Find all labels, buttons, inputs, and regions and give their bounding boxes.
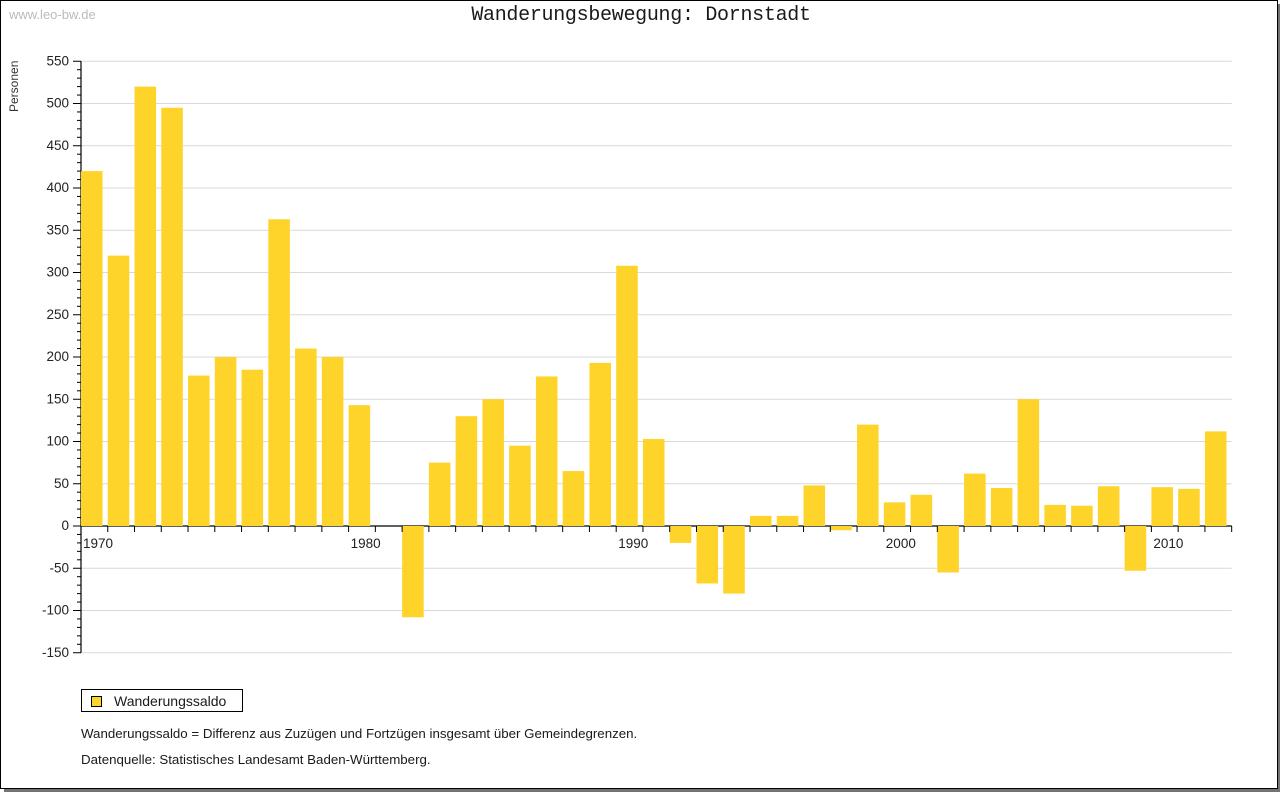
svg-text:150: 150 — [46, 391, 69, 406]
svg-text:200: 200 — [46, 349, 69, 364]
svg-text:50: 50 — [54, 476, 69, 491]
svg-text:1980: 1980 — [351, 536, 381, 551]
svg-text:1990: 1990 — [618, 536, 648, 551]
svg-text:300: 300 — [46, 265, 69, 280]
svg-text:250: 250 — [46, 307, 69, 322]
svg-text:500: 500 — [46, 96, 69, 111]
svg-text:350: 350 — [46, 222, 69, 237]
svg-text:450: 450 — [46, 138, 69, 153]
svg-text:1970: 1970 — [83, 536, 113, 551]
svg-text:550: 550 — [46, 53, 69, 68]
svg-text:-100: -100 — [42, 603, 69, 618]
svg-text:400: 400 — [46, 180, 69, 195]
svg-text:2000: 2000 — [886, 536, 916, 551]
svg-text:-50: -50 — [49, 560, 69, 575]
svg-text:0: 0 — [61, 518, 69, 533]
svg-text:100: 100 — [46, 434, 69, 449]
svg-text:-150: -150 — [42, 645, 69, 660]
svg-text:2010: 2010 — [1153, 536, 1183, 551]
